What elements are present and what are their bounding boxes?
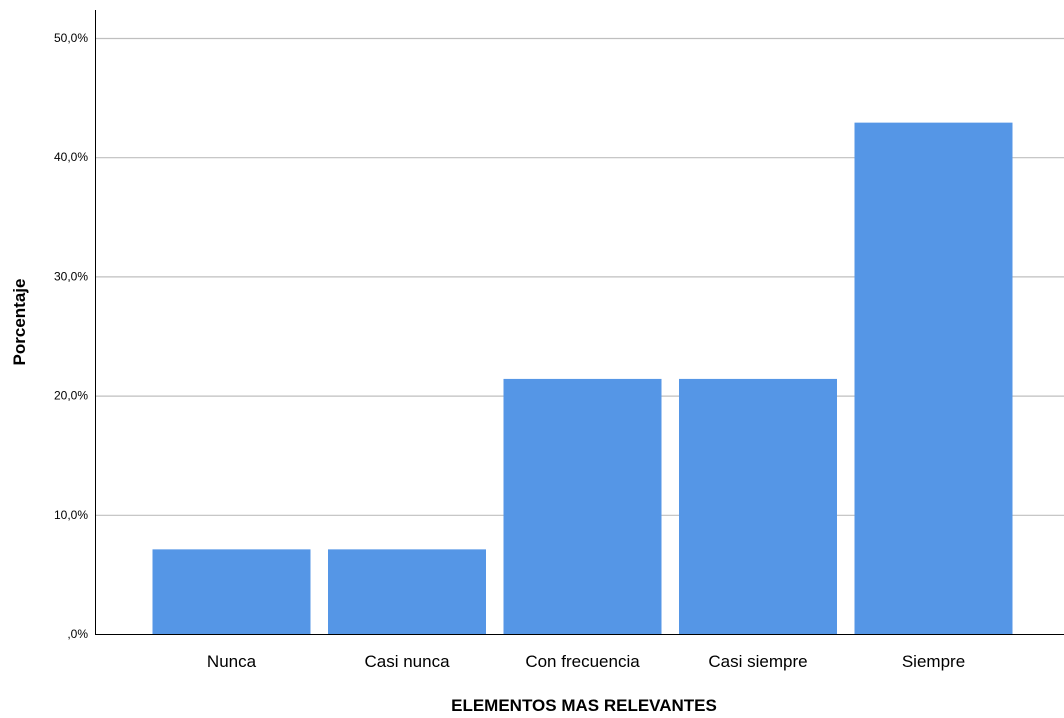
bars [152, 122, 1013, 634]
y-tick-label: 20,0% [54, 389, 88, 403]
y-axis-title: Porcentaje [10, 279, 29, 366]
y-tick-label: ,0% [67, 627, 88, 641]
bar [679, 378, 837, 634]
x-tick-label: Casi nunca [364, 652, 450, 671]
x-tick-label: Nunca [207, 652, 257, 671]
y-tick-label: 30,0% [54, 269, 88, 283]
bar [152, 549, 311, 634]
y-tick-label: 40,0% [54, 150, 88, 164]
bar [328, 549, 486, 634]
y-tick-label: 10,0% [54, 508, 88, 522]
y-tick-labels: ,0% 10,0% 20,0% 30,0% 40,0% 50,0% [54, 31, 88, 641]
bar [503, 378, 662, 634]
x-axis-title: ELEMENTOS MAS RELEVANTES [451, 696, 717, 715]
x-tick-label: Casi siempre [708, 652, 807, 671]
x-tick-labels: Nunca Casi nunca Con frecuencia Casi siempr… [207, 652, 965, 671]
x-tick-label: Siempre [902, 652, 965, 671]
y-tick-label: 50,0% [54, 31, 88, 45]
x-tick-label: Con frecuencia [525, 652, 640, 671]
axes [95, 10, 1064, 635]
bar [854, 122, 1013, 634]
